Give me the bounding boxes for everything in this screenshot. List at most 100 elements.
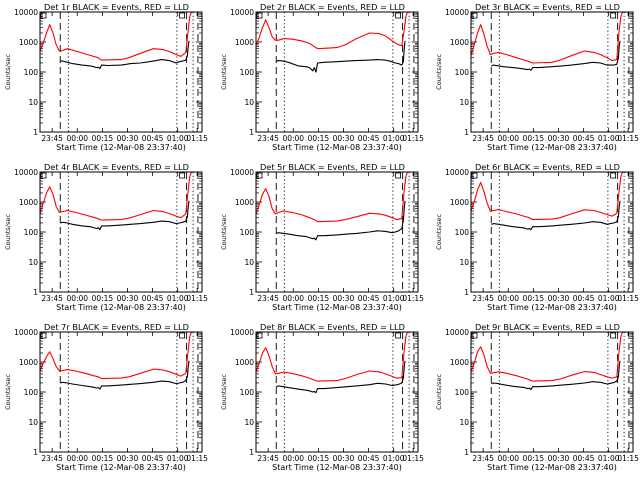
corner-box-right (179, 332, 186, 339)
x-tick-label: 00:00 (66, 134, 88, 143)
events-series-line (276, 40, 406, 73)
chart-panel-7: Det 7r BLACK = Events, RED = LLD 1 10 100 10… (4, 322, 208, 472)
y-tick-label: 10000 (230, 328, 254, 337)
y-tick-label: 100 (240, 388, 255, 397)
x-tick-label: 23:45 (257, 454, 279, 463)
lld-series-line (39, 171, 202, 221)
x-tick-label: 23:45 (472, 134, 494, 143)
x-tick-label: 00:30 (548, 454, 570, 463)
y-tick-label: 10000 (445, 8, 469, 17)
y-tick-label: 100 (24, 68, 39, 77)
corner-box-right (610, 12, 617, 19)
plot-frame (470, 171, 634, 293)
chart-title: Det 3r BLACK = Events, RED = LLD (475, 2, 620, 12)
x-tick-label: 23:45 (257, 134, 279, 143)
chart-title: Det 2r BLACK = Events, RED = LLD (260, 2, 405, 12)
x-tick-label: 01:00 (598, 134, 620, 143)
x-tick-label: 00:00 (66, 454, 88, 463)
plot-frame (255, 11, 419, 133)
x-tick-label: 00:30 (117, 294, 139, 303)
x-tick-label: 01:00 (167, 454, 189, 463)
chart-title: Det 9r BLACK = Events, RED = LLD (475, 322, 620, 332)
y-tick-label: 100 (240, 228, 255, 237)
y-tick-label: 1000 (450, 38, 469, 47)
x-axis-label: Start Time (12-Mar-08 23:37:40) (272, 303, 402, 312)
y-tick-label: 10 (459, 418, 469, 427)
y-tick-label: 1000 (235, 38, 254, 47)
y-tick-label: 1000 (19, 38, 38, 47)
x-tick-label: 01:15 (186, 454, 208, 463)
events-series-line (60, 360, 190, 390)
events-series-line (491, 40, 621, 71)
x-tick-label: 00:15 (92, 454, 114, 463)
corner-box-right (395, 12, 402, 19)
y-axis-label: Counts/sec (4, 374, 12, 410)
x-tick-label: 23:45 (41, 294, 63, 303)
chart-title: Det 6r BLACK = Events, RED = LLD (475, 162, 620, 172)
x-tick-label: 00:30 (333, 134, 355, 143)
y-axis-label: Counts/sec (435, 214, 443, 250)
chart-panel-5: Det 5r BLACK = Events, RED = LLD 1 10 100 10… (220, 162, 424, 312)
lld-series-line (255, 331, 418, 382)
y-tick-label: 10 (459, 98, 469, 107)
x-axis-label: Start Time (12-Mar-08 23:37:40) (487, 303, 617, 312)
plot-frame (39, 331, 203, 453)
y-axis-label: Counts/sec (220, 54, 228, 90)
chart-title: Det 1r BLACK = Events, RED = LLD (44, 2, 189, 12)
y-tick-label: 10000 (445, 168, 469, 177)
lld-series-line (470, 171, 633, 221)
y-tick-label: 1 (33, 128, 38, 137)
y-tick-label: 1000 (19, 358, 38, 367)
x-tick-label: 00:00 (282, 294, 304, 303)
y-tick-label: 1 (464, 128, 469, 137)
x-tick-label: 23:45 (472, 454, 494, 463)
x-tick-label: 01:00 (167, 294, 189, 303)
x-tick-label: 00:45 (358, 294, 380, 303)
x-tick-label: 00:00 (66, 294, 88, 303)
events-series-line (276, 200, 406, 241)
corner-box-right (610, 172, 617, 179)
corner-box-right (610, 332, 617, 339)
x-tick-label: 01:15 (186, 134, 208, 143)
y-tick-label: 1 (249, 288, 254, 297)
x-tick-label: 00:30 (117, 134, 139, 143)
chart-panel-4: Det 4r BLACK = Events, RED = LLD 1 10 100 10… (4, 162, 208, 312)
y-tick-label: 1000 (235, 198, 254, 207)
x-tick-label: 23:45 (41, 454, 63, 463)
y-axis-label: Counts/sec (435, 54, 443, 90)
x-tick-label: 00:15 (308, 134, 330, 143)
y-axis-label: Counts/sec (435, 374, 443, 410)
x-tick-label: 00:45 (142, 294, 164, 303)
x-tick-label: 00:45 (573, 294, 595, 303)
x-tick-label: 00:45 (573, 134, 595, 143)
chart-title: Det 8r BLACK = Events, RED = LLD (260, 322, 405, 332)
lld-series-line (255, 11, 418, 50)
events-series-line (491, 360, 621, 391)
x-tick-label: 00:15 (523, 294, 545, 303)
events-series-line (491, 200, 621, 231)
y-tick-label: 1000 (19, 198, 38, 207)
y-tick-label: 10 (28, 418, 38, 427)
x-tick-label: 00:15 (92, 294, 114, 303)
events-series-line (60, 40, 190, 70)
x-tick-label: 01:00 (598, 294, 620, 303)
corner-box-right (179, 172, 186, 179)
y-tick-label: 100 (455, 388, 470, 397)
x-tick-label: 00:00 (282, 134, 304, 143)
plot-frame (39, 171, 203, 293)
x-tick-label: 01:15 (617, 134, 639, 143)
chart-panel-1: Det 1r BLACK = Events, RED = LLD 1 10 100 10… (4, 2, 208, 152)
chart-title: Det 4r BLACK = Events, RED = LLD (44, 162, 189, 172)
y-tick-label: 10000 (445, 328, 469, 337)
chart-panel-9: Det 9r BLACK = Events, RED = LLD 1 10 100 10… (435, 322, 639, 472)
y-tick-label: 10 (28, 258, 38, 267)
chart-title: Det 5r BLACK = Events, RED = LLD (260, 162, 405, 172)
corner-box-left (256, 172, 263, 179)
lld-series-line (470, 331, 633, 382)
corner-box-right (395, 172, 402, 179)
x-axis-label: Start Time (12-Mar-08 23:37:40) (487, 463, 617, 472)
x-axis-label: Start Time (12-Mar-08 23:37:40) (56, 463, 186, 472)
y-axis-label: Counts/sec (4, 54, 12, 90)
plot-frame (255, 331, 419, 453)
